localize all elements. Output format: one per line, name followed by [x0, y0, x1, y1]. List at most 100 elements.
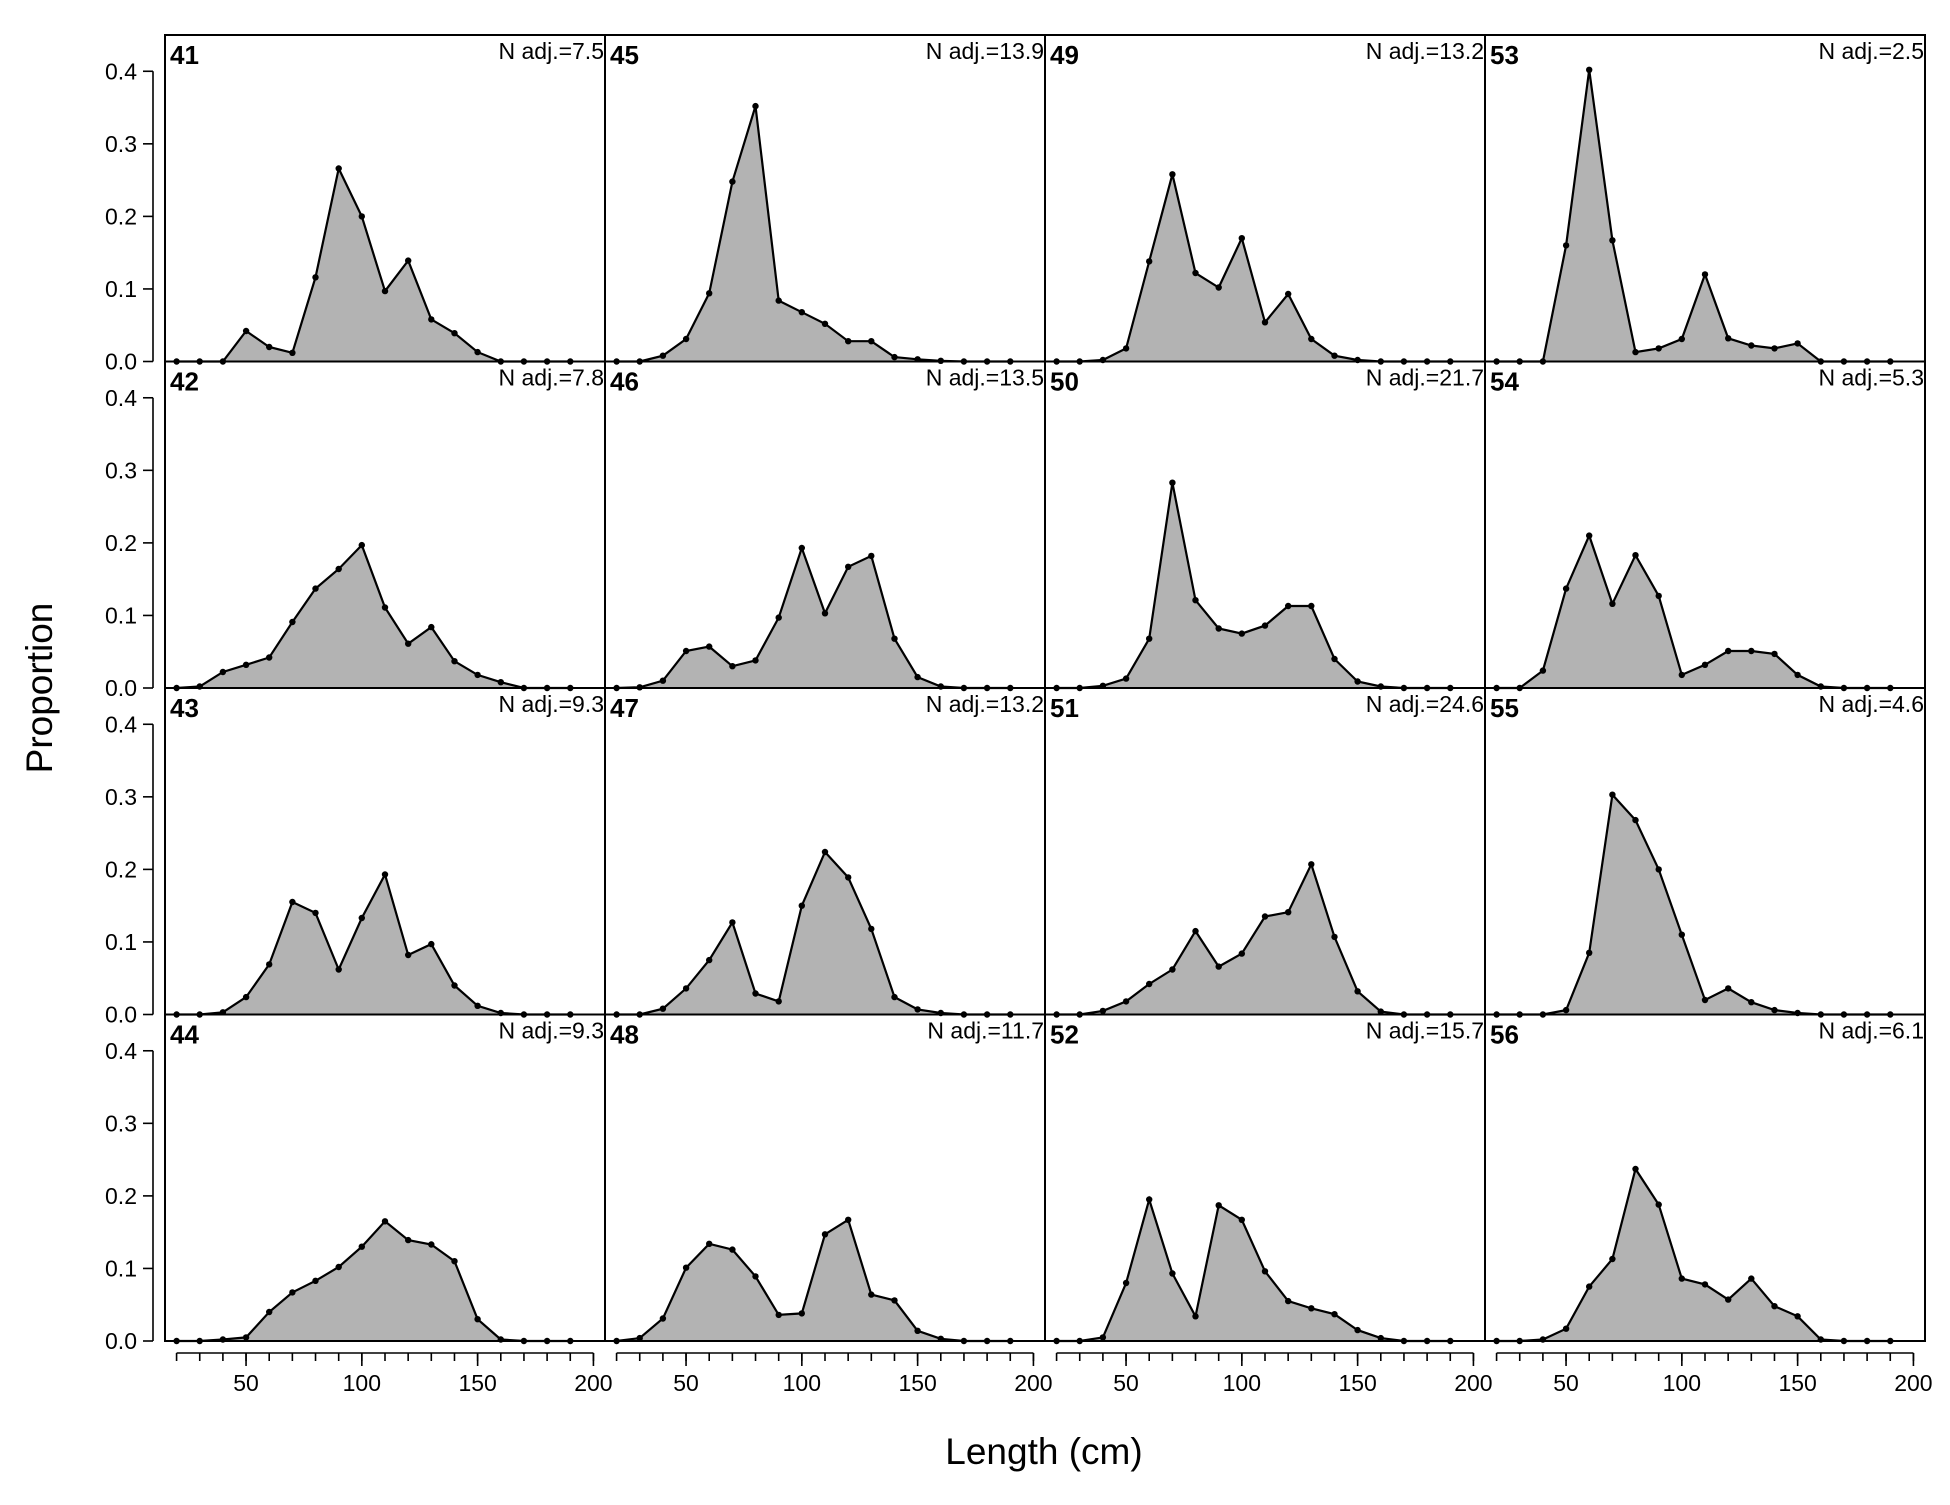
panel-48-point-40 [659, 1315, 667, 1322]
panel-50-point-50 [1122, 675, 1130, 682]
panel-45-area [616, 106, 1011, 362]
panel-46-area [616, 548, 1011, 688]
panel-42-point-150 [474, 671, 481, 679]
panel-51-point-90 [1215, 963, 1222, 970]
y-tick-label: 0.4 [105, 711, 137, 737]
panel-53-point-120 [1725, 335, 1732, 342]
panel-52-line [1056, 1195, 1451, 1343]
panel-44-line [176, 1219, 571, 1343]
panel-54-nadj: N adj.=5.3 [1819, 365, 1925, 391]
panel-43-point-150 [474, 1002, 481, 1009]
panel-44-point-50 [242, 1334, 250, 1341]
panel-42-nadj: N adj.=7.8 [499, 365, 605, 391]
y-tick-label: 0.3 [105, 1110, 137, 1136]
panel-46-point-60 [706, 643, 713, 650]
panel-44-nadj: N adj.=9.3 [499, 1018, 605, 1044]
panel-51-point-60 [1146, 980, 1153, 988]
panel-49-point-110 [1261, 319, 1269, 326]
panel-47-point-110 [821, 848, 829, 856]
panel-49-point-70 [1169, 171, 1176, 178]
panel-41-point-140 [451, 330, 458, 337]
panel-49-point-50 [1122, 345, 1130, 352]
panel-54-point-70 [1609, 600, 1616, 607]
panel-56-point-70 [1609, 1255, 1616, 1263]
panel-44-point-150 [474, 1316, 481, 1323]
panel-42-point-130 [428, 623, 435, 631]
panel-49-point-100 [1238, 235, 1246, 242]
panel-48-line [616, 1218, 1011, 1343]
panel-54-area [1496, 535, 1891, 688]
panel-56-point-110 [1701, 1281, 1709, 1288]
x-tick-label: 150 [898, 1370, 936, 1396]
panel-52-point-110 [1261, 1268, 1269, 1275]
panel-41-point-60 [266, 343, 273, 351]
panel-56-point-90 [1655, 1201, 1662, 1208]
panel-53-point-80 [1632, 348, 1639, 356]
x-tick-label: 50 [233, 1370, 259, 1396]
panel-51-point-110 [1261, 913, 1269, 920]
panel-51-line [1056, 861, 1451, 1016]
panel-45-point-130 [868, 338, 875, 345]
panel-55-point-90 [1655, 866, 1662, 873]
panel-52-nadj: N adj.=15.7 [1366, 1018, 1484, 1044]
panel-42-point-140 [451, 658, 458, 665]
panel-48-point-60 [706, 1240, 713, 1248]
panel-48-point-130 [868, 1291, 875, 1298]
panel-54-point-40 [1539, 667, 1547, 674]
y-tick-label: 0.1 [105, 602, 137, 628]
panel-42-label: 42 [170, 367, 199, 397]
panel-41-point-120 [405, 257, 412, 264]
panel-52-point-40 [1099, 1334, 1107, 1341]
y-tick-label: 0.0 [105, 1328, 137, 1354]
panel-50-nadj: N adj.=21.7 [1366, 365, 1484, 391]
panel-47-point-130 [868, 925, 875, 933]
panel-43-line [176, 871, 571, 1016]
panel-52-point-160 [1377, 1334, 1385, 1342]
panel-55-nadj: N adj.=4.6 [1819, 691, 1925, 717]
panel-46-point-120 [845, 563, 852, 570]
x-tick-label: 50 [1553, 1370, 1579, 1396]
panel-43-label: 43 [170, 693, 199, 723]
y-tick-label: 0.0 [105, 1002, 137, 1028]
panel-56-point-50 [1562, 1325, 1570, 1332]
panel-43-point-140 [451, 982, 458, 989]
panel-56: 56 N adj.=6.1 [1484, 1013, 1926, 1345]
panel-53-point-150 [1794, 340, 1801, 347]
panel-44-point-80 [312, 1277, 319, 1285]
panel-53-point-110 [1701, 271, 1709, 278]
panel-52-point-80 [1192, 1313, 1199, 1320]
y-axis-title: Proportion [19, 603, 60, 774]
panel-44-point-100 [358, 1243, 365, 1250]
panel-55-point-80 [1632, 816, 1639, 824]
panel-44-point-110 [381, 1218, 389, 1225]
panel-46-point-150 [914, 673, 921, 681]
y-tick-label: 0.1 [105, 929, 137, 955]
panel-55: 55 N adj.=4.6 [1484, 687, 1926, 1018]
panel-48-point-100 [798, 1310, 805, 1317]
panel-48-point-150 [914, 1327, 921, 1335]
panel-48-nadj: N adj.=11.7 [927, 1018, 1044, 1044]
panel-51-point-160 [1377, 1008, 1385, 1015]
panel-44-point-120 [405, 1236, 412, 1244]
panel-46-point-70 [729, 663, 736, 670]
panel-50-label: 50 [1050, 367, 1079, 397]
panel-42-point-60 [266, 654, 273, 661]
panel-46-nadj: N adj.=13.5 [926, 365, 1044, 391]
panel-47-label: 47 [610, 693, 639, 723]
panel-52-label: 52 [1050, 1020, 1079, 1050]
panel-51-point-150 [1354, 988, 1361, 995]
panel-51-point-70 [1169, 966, 1176, 973]
panel-52-point-140 [1331, 1311, 1338, 1318]
panel-52-point-70 [1169, 1270, 1176, 1277]
panel-54-point-60 [1586, 532, 1593, 539]
panel-52-area [1056, 1199, 1451, 1341]
panel-50-point-70 [1169, 479, 1176, 486]
panel-55-frame [1484, 687, 1926, 1016]
panel-51-point-120 [1285, 909, 1292, 916]
panel-46-point-110 [821, 610, 829, 617]
panel-42-area [176, 545, 571, 688]
panel-42-point-100 [358, 541, 365, 549]
panel-43: 43 N adj.=9.3 [164, 687, 606, 1018]
